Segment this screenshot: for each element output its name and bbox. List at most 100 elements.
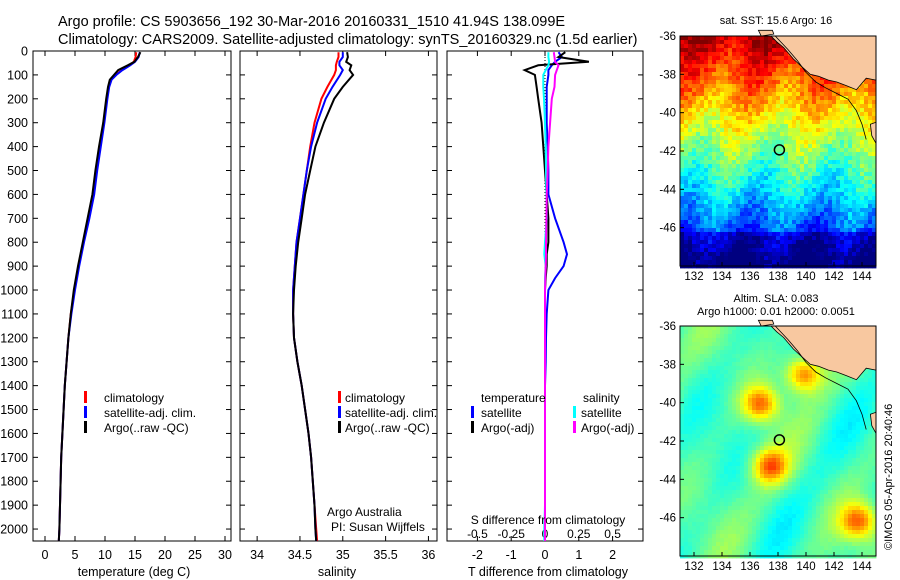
map-cell [724, 260, 729, 265]
map-cell [836, 414, 841, 419]
map-cell [744, 434, 749, 439]
map-cell [820, 410, 825, 415]
map-cell [868, 172, 873, 177]
map-cell [752, 88, 757, 93]
map-cell [736, 132, 741, 137]
map-cell [844, 120, 849, 125]
map-cell [796, 236, 801, 241]
map-cell [804, 390, 809, 395]
map-cell [720, 422, 725, 427]
map-cell [752, 136, 757, 141]
map-cell [764, 342, 769, 347]
map-cell [748, 256, 753, 261]
map-cell [700, 132, 705, 137]
map-cell [792, 378, 797, 383]
map-cell [760, 342, 765, 347]
map-cell [704, 256, 709, 261]
map-cell [832, 434, 837, 439]
map-cell [776, 140, 781, 145]
map-cell [740, 52, 745, 57]
map-cell [796, 120, 801, 125]
map-cell [812, 112, 817, 117]
map-cell [712, 60, 717, 65]
map-cell [692, 152, 697, 157]
map-cell [756, 84, 761, 89]
map-cell [820, 426, 825, 431]
map-cell [708, 362, 713, 367]
map-cell [720, 204, 725, 209]
map-cell [792, 188, 797, 193]
map-cell [800, 458, 805, 463]
map-cell [684, 208, 689, 213]
map-cell [688, 330, 693, 335]
map-cell [764, 450, 769, 455]
map-cell [812, 208, 817, 213]
map-cell [716, 152, 721, 157]
map-cell [832, 370, 837, 375]
map-cell [764, 160, 769, 165]
map-cell [824, 232, 829, 237]
map-cell [692, 414, 697, 419]
map-cell [856, 172, 861, 177]
map-cell [864, 410, 869, 415]
map-cell [824, 414, 829, 419]
map-cell [752, 208, 757, 213]
map-cell [708, 418, 713, 423]
map-cell [772, 418, 777, 423]
map-cell [776, 92, 781, 97]
map-cell [760, 474, 765, 479]
map-cell [680, 148, 685, 153]
map-cell [844, 160, 849, 165]
map-cell [732, 128, 737, 133]
map-cell [700, 168, 705, 173]
map-cell [824, 188, 829, 193]
map-cell [740, 80, 745, 85]
map-cell [784, 398, 789, 403]
map-cell [708, 430, 713, 435]
map-cell [748, 116, 753, 121]
plot-frame [32, 50, 232, 542]
map-cell [872, 442, 877, 447]
map-cell [816, 232, 821, 237]
map-cell [784, 128, 789, 133]
map-cell [808, 236, 813, 241]
map-cell [680, 422, 685, 427]
map-cell [840, 224, 845, 229]
map-cell [804, 398, 809, 403]
map-cell [848, 92, 853, 97]
map-cell [728, 140, 733, 145]
float-position-marker [773, 144, 786, 156]
map-cell [784, 200, 789, 205]
map-cell [736, 454, 741, 459]
map-cell [732, 422, 737, 427]
map-cell [728, 216, 733, 221]
map-cell [788, 252, 793, 257]
map-cell [700, 414, 705, 419]
map-cell [852, 216, 857, 221]
map-cell [820, 144, 825, 149]
map-cell [788, 382, 793, 387]
x-tick-label: -2 [472, 548, 483, 562]
map-cell [804, 406, 809, 411]
map-cell [840, 156, 845, 161]
map-cell [760, 366, 765, 371]
map-cell [764, 378, 769, 383]
map-cell [760, 374, 765, 379]
map-cell [708, 370, 713, 375]
map-cell [688, 410, 693, 415]
map-cell [780, 140, 785, 145]
map-cell [836, 212, 841, 217]
map-cell [772, 68, 777, 73]
map-cell [712, 410, 717, 415]
map-cell [732, 466, 737, 471]
map-cell [860, 128, 865, 133]
map-cell [860, 374, 865, 379]
map-cell [868, 256, 873, 261]
map-cell [832, 108, 837, 113]
map-cell [680, 334, 685, 339]
map-cell [844, 430, 849, 435]
legend-swatch-argo [84, 421, 87, 433]
map-cell [832, 216, 837, 221]
map-cell [756, 466, 761, 471]
map-cell [732, 168, 737, 173]
